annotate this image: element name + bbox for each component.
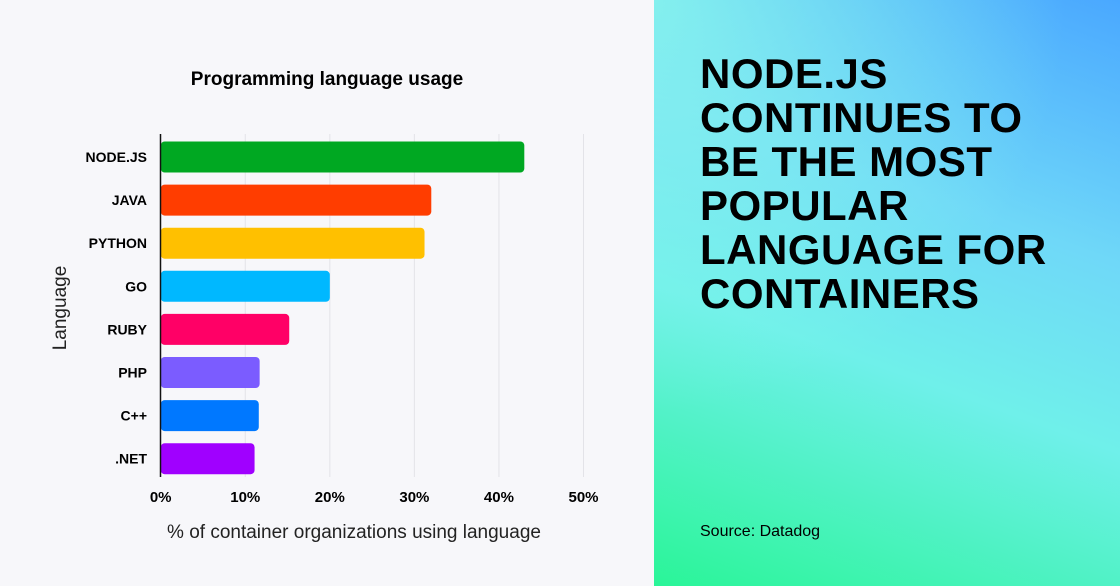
x-tick-label: 0% [150,489,172,506]
source-note: Source: Datadog [700,523,821,540]
category-label: RUBY [107,321,147,337]
x-tick-label: 40% [484,489,514,506]
bar-cpp [160,400,259,432]
bar-net [160,443,255,475]
bar-go [160,270,330,302]
headline-line: LANGUAGE FOR [700,226,1047,273]
category-label: NODE.JS [86,149,147,165]
chart-panel: Programming language usage NODE.JS JAVA PY… [50,69,599,543]
bar-python [160,227,425,259]
category-label: PYTHON [89,235,147,251]
headline-line: BE THE MOST [700,138,993,185]
chart-title: Programming language usage [191,69,463,90]
headline: NODE.JS CONTINUES TO BE THE MOST POPULAR LAN… [700,52,1047,316]
headline-line: CONTAINERS [700,270,980,317]
category-label: GO [125,278,147,294]
bar-php [160,357,260,388]
headline-line: NODE.JS [700,50,888,97]
headline-line: CONTINUES TO [700,94,1023,141]
headline-line: POPULAR [700,182,909,229]
x-tick-label: 30% [399,489,429,506]
bar-java [160,184,432,216]
category-label: C++ [121,408,147,424]
x-tick-label: 10% [230,489,260,506]
headline-panel: NODE.JS CONTINUES TO BE THE MOST POPULAR LAN… [654,0,1120,586]
category-label: .NET [115,451,147,467]
x-tick-label: 50% [568,489,598,506]
bar-ruby [160,313,290,345]
x-axis-label: % of container organizations using langu… [167,522,541,543]
y-axis-label: Language [50,266,71,351]
category-label: JAVA [112,192,147,208]
bar-nodejs [160,141,525,173]
x-tick-label: 20% [315,489,345,506]
category-label: PHP [118,365,147,381]
bar-chart: Programming language usage NODE.JS JAVA PY… [50,69,599,543]
